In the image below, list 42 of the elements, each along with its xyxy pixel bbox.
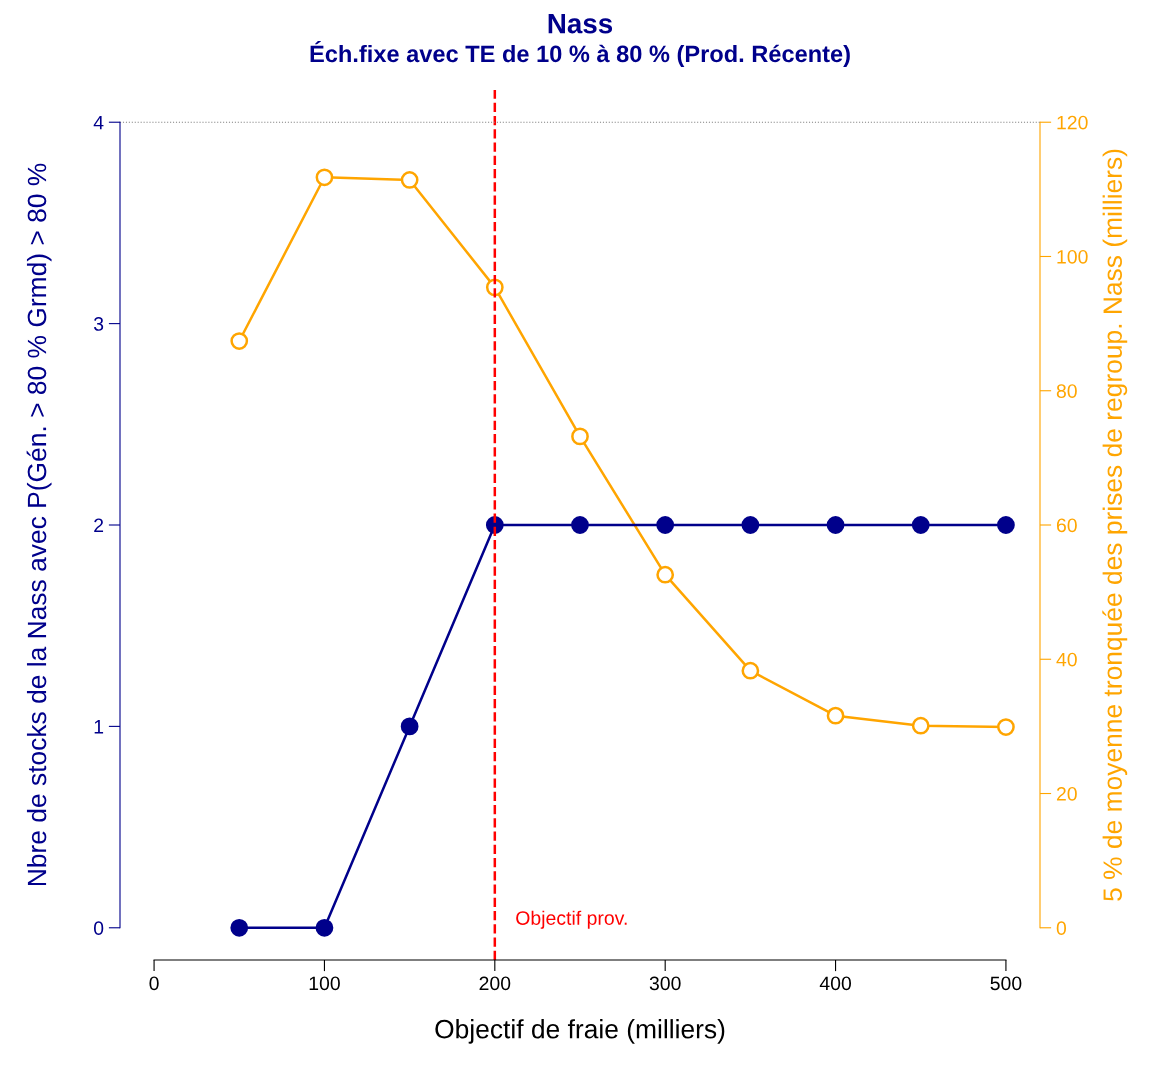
y2-axis-title: 5 % de moyenne tronquée des prises de regroup. Nass (milliers) [1102, 149, 1128, 901]
point [826, 706, 845, 725]
point [741, 661, 760, 680]
y2-tick-label: 60 [1056, 518, 1077, 533]
y-tick-label: 4 [93, 115, 104, 130]
y2-tick-label: 20 [1056, 786, 1077, 801]
point [230, 332, 249, 350]
x-axis-title: Objectif de fraie (milliers) [435, 1019, 725, 1044]
x-tick-label: 200 [479, 976, 511, 991]
point [997, 516, 1015, 534]
point [315, 168, 334, 187]
y2-tick-label: 40 [1056, 652, 1077, 667]
y2-tick-label: 120 [1057, 115, 1088, 130]
x-tick-label: 300 [649, 976, 681, 991]
x-tick-label: 500 [990, 976, 1022, 991]
y2-tick-label: 100 [1057, 249, 1088, 264]
y-tick-label: 0 [93, 921, 104, 936]
y-tick-label: 2 [94, 518, 104, 533]
point [656, 516, 675, 534]
x-tick-label: 100 [309, 976, 340, 991]
ref-line-label: Objectif prov. [516, 910, 627, 929]
point [571, 427, 589, 446]
chart-title: Nass [548, 14, 613, 34]
point [315, 918, 334, 937]
y2-tick-label: 0 [1056, 921, 1067, 936]
point [400, 171, 419, 189]
point [656, 565, 675, 584]
point [997, 718, 1015, 736]
y-tick-label: 3 [93, 317, 104, 331]
point [911, 516, 930, 534]
x-tick-label: 0 [149, 976, 159, 991]
point [826, 516, 845, 534]
x-tick-label: 400 [819, 976, 852, 991]
point [571, 516, 589, 534]
y-tick-label: 1 [94, 720, 104, 734]
point [741, 516, 760, 534]
point [230, 918, 249, 937]
chart-subtitle: Éch.fixe avec TE de 10 % à 80 % (Prod. Récente) [310, 41, 850, 67]
point [911, 716, 930, 735]
y2-tick-label: 80 [1056, 384, 1077, 398]
y-axis-title: Nbre de stocks de la Nass avec P(Gén. > 80 % Grmd) > 80 % [26, 163, 52, 886]
point [400, 717, 419, 736]
